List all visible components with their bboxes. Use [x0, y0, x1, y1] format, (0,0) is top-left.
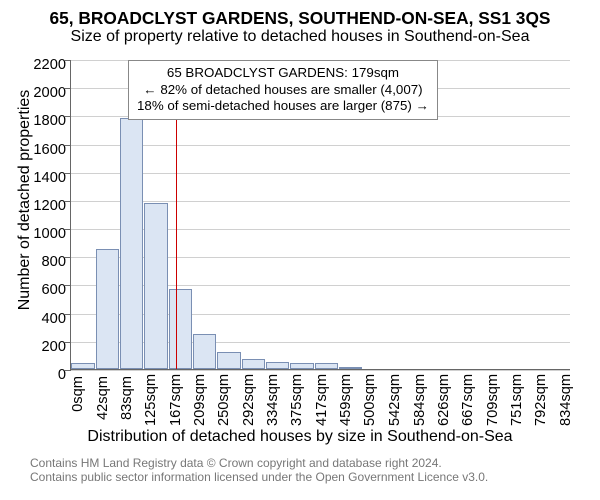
property-size-histogram: 65, BROADCLYST GARDENS, SOUTHEND-ON-SEA,…: [0, 0, 600, 500]
histogram-bar: [71, 363, 95, 369]
x-tick-label: 792sqm: [533, 376, 549, 426]
gridline: [71, 370, 570, 371]
x-tick-label: 834sqm: [558, 376, 574, 426]
annotation-line-3: 18% of semi-detached houses are larger (…: [137, 98, 429, 115]
histogram-bar: [96, 249, 119, 369]
annotation-line-2: ← 82% of detached houses are smaller (4,…: [137, 82, 429, 99]
y-tick-label: 1200: [26, 198, 66, 214]
histogram-bar: [315, 363, 339, 369]
y-tick-label: 800: [26, 254, 66, 270]
y-tick-label: 1000: [26, 226, 66, 242]
x-tick-label: 167sqm: [168, 376, 184, 426]
chart-title: 65, BROADCLYST GARDENS, SOUTHEND-ON-SEA,…: [0, 8, 600, 29]
y-tick-label: 400: [26, 311, 66, 327]
histogram-bar: [193, 334, 216, 369]
y-tick-label: 2200: [26, 57, 66, 73]
gridline: [71, 145, 570, 146]
histogram-bar: [339, 367, 362, 369]
x-tick-label: 42sqm: [95, 376, 111, 426]
x-tick-label: 459sqm: [338, 376, 354, 426]
gridline: [71, 173, 570, 174]
footer-attribution: Contains HM Land Registry data © Crown c…: [30, 456, 488, 484]
x-tick-label: 250sqm: [216, 376, 232, 426]
histogram-bar: [169, 289, 193, 369]
histogram-bar: [290, 363, 314, 369]
y-tick-label: 1800: [26, 113, 66, 129]
x-tick-label: 667sqm: [460, 376, 476, 426]
histogram-bar: [217, 352, 241, 369]
x-tick-label: 375sqm: [289, 376, 305, 426]
y-tick-label: 1600: [26, 142, 66, 158]
x-tick-label: 334sqm: [265, 376, 281, 426]
y-tick-label: 2000: [26, 85, 66, 101]
chart-subtitle: Size of property relative to detached ho…: [0, 28, 600, 46]
histogram-bar: [144, 203, 168, 369]
x-tick-label: 542sqm: [387, 376, 403, 426]
x-tick-label: 751sqm: [509, 376, 525, 426]
x-tick-label: 83sqm: [119, 376, 135, 426]
x-tick-label: 417sqm: [314, 376, 330, 426]
y-tick-label: 600: [26, 282, 66, 298]
x-tick-label: 209sqm: [192, 376, 208, 426]
y-tick-label: 1400: [26, 170, 66, 186]
x-tick-label: 626sqm: [436, 376, 452, 426]
x-tick-label: 292sqm: [241, 376, 257, 426]
y-tick-label: 0: [26, 367, 66, 383]
x-tick-label: 500sqm: [362, 376, 378, 426]
x-axis-label: Distribution of detached houses by size …: [0, 428, 600, 446]
x-tick-label: 0sqm: [70, 376, 86, 426]
y-tick-label: 200: [26, 339, 66, 355]
x-tick-label: 125sqm: [143, 376, 159, 426]
annotation-box: 65 BROADCLYST GARDENS: 179sqm ← 82% of d…: [128, 60, 438, 120]
x-tick-label: 709sqm: [485, 376, 501, 426]
histogram-bar: [242, 359, 266, 369]
histogram-bar: [120, 118, 144, 369]
x-tick-label: 584sqm: [412, 376, 428, 426]
histogram-bar: [266, 362, 289, 369]
annotation-line-1: 65 BROADCLYST GARDENS: 179sqm: [137, 65, 429, 82]
